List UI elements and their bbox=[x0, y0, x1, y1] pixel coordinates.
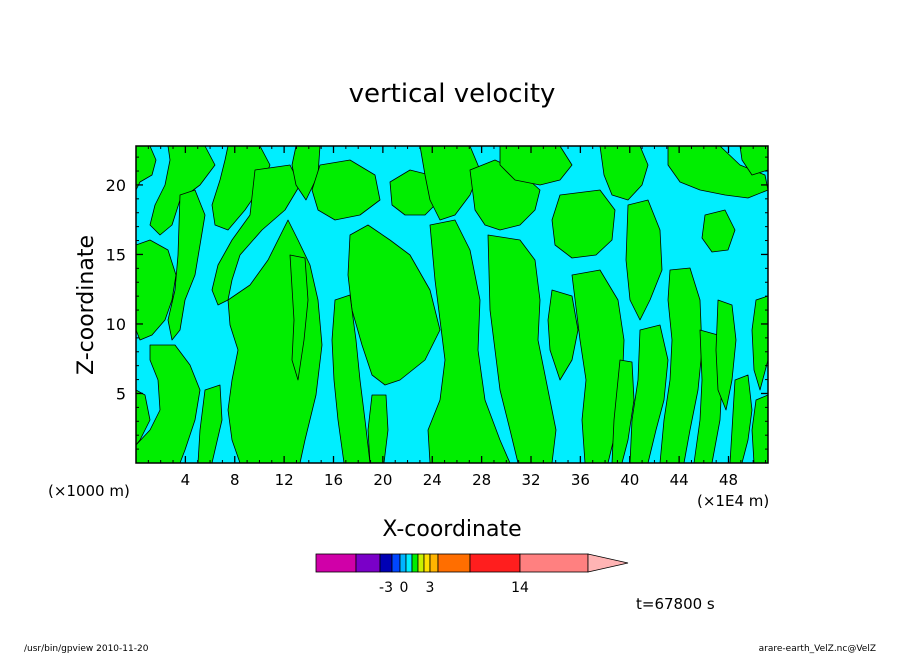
positive-region bbox=[571, 269, 625, 464]
x-tick-label: 36 bbox=[571, 471, 590, 489]
colorbar-segment bbox=[437, 553, 471, 573]
colorbar-segment bbox=[519, 553, 589, 573]
colorbar-segment bbox=[355, 553, 381, 573]
positive-region-fills bbox=[135, 145, 769, 464]
positive-region bbox=[715, 299, 737, 411]
y-axis-ticks: 5 10 15 20 bbox=[106, 156, 768, 450]
positive-region bbox=[167, 189, 206, 341]
x-tick-label: 48 bbox=[719, 471, 738, 489]
positive-region bbox=[667, 145, 769, 199]
positive-region bbox=[499, 145, 573, 186]
colorbar-label: -3 bbox=[379, 580, 393, 596]
colorbar-segment bbox=[429, 553, 439, 573]
y-tick-label: 15 bbox=[106, 245, 126, 264]
positive-region bbox=[367, 394, 389, 464]
x-tick-label: 12 bbox=[275, 471, 294, 489]
positive-region bbox=[149, 145, 216, 236]
positive-region bbox=[487, 234, 557, 464]
footer-right: arare-earth_VelZ.nc@VelZ bbox=[759, 644, 876, 654]
y-axis-label: Z-coordinate bbox=[74, 235, 99, 375]
x-axis-ticks: 4 8 12 16 20 24 28 32 36 40 44 48 bbox=[147, 146, 767, 489]
positive-region bbox=[625, 199, 663, 321]
positive-region bbox=[347, 224, 441, 386]
y-tick-label: 10 bbox=[106, 315, 126, 334]
x-tick-label: 44 bbox=[670, 471, 689, 489]
colorbar-segment bbox=[405, 553, 413, 573]
positive-region bbox=[729, 374, 753, 464]
positive-region bbox=[135, 239, 177, 341]
colorbar-segment bbox=[417, 553, 425, 573]
colorbar-label: 3 bbox=[426, 580, 435, 596]
positive-region bbox=[289, 254, 309, 381]
colorbar-segment bbox=[399, 553, 407, 573]
positive-region bbox=[701, 209, 736, 253]
positive-region bbox=[629, 324, 669, 464]
x-tick-label: 32 bbox=[521, 471, 540, 489]
colorbar-segment bbox=[379, 553, 393, 573]
footer-left: /usr/bin/gpview 2010-11-20 bbox=[24, 644, 149, 654]
x-axis-label: X-coordinate bbox=[382, 517, 521, 542]
positive-region bbox=[551, 189, 616, 259]
colorbar bbox=[315, 553, 629, 573]
colorbar-label: 14 bbox=[511, 580, 529, 596]
colorbar-label: 0 bbox=[400, 580, 409, 596]
colorbar-labels: -3 0 3 14 bbox=[379, 580, 529, 596]
plot-area bbox=[135, 145, 769, 464]
colorbar-segment bbox=[411, 553, 419, 573]
colorbar-extension-arrow bbox=[587, 553, 629, 573]
plot-frame bbox=[135, 145, 769, 464]
x-unit-left: (×1000 m) bbox=[48, 482, 130, 500]
time-label: t=67800 s bbox=[636, 595, 715, 613]
colorbar-segment bbox=[315, 553, 357, 573]
x-tick-label: 8 bbox=[230, 471, 240, 489]
positive-region bbox=[311, 159, 381, 221]
positive-region bbox=[547, 289, 579, 381]
y-tick-label: 20 bbox=[106, 176, 126, 195]
x-tick-label: 16 bbox=[324, 471, 343, 489]
x-tick-label: 28 bbox=[472, 471, 491, 489]
positive-region bbox=[611, 359, 635, 464]
positive-region bbox=[211, 164, 301, 306]
x-unit-right: (×1E4 m) bbox=[697, 492, 769, 510]
colorbar-segment bbox=[423, 553, 431, 573]
x-tick-label: 40 bbox=[620, 471, 639, 489]
x-tick-label: 4 bbox=[181, 471, 191, 489]
x-tick-label: 24 bbox=[423, 471, 442, 489]
positive-region bbox=[599, 145, 649, 201]
y-tick-label: 5 bbox=[116, 384, 126, 403]
x-tick-label: 20 bbox=[373, 471, 392, 489]
colorbar-segment bbox=[391, 553, 401, 573]
colorbar-segment bbox=[469, 553, 521, 573]
positive-region bbox=[211, 145, 271, 231]
positive-region bbox=[419, 145, 481, 221]
positive-region bbox=[197, 384, 223, 464]
chart-title: vertical velocity bbox=[349, 79, 556, 109]
